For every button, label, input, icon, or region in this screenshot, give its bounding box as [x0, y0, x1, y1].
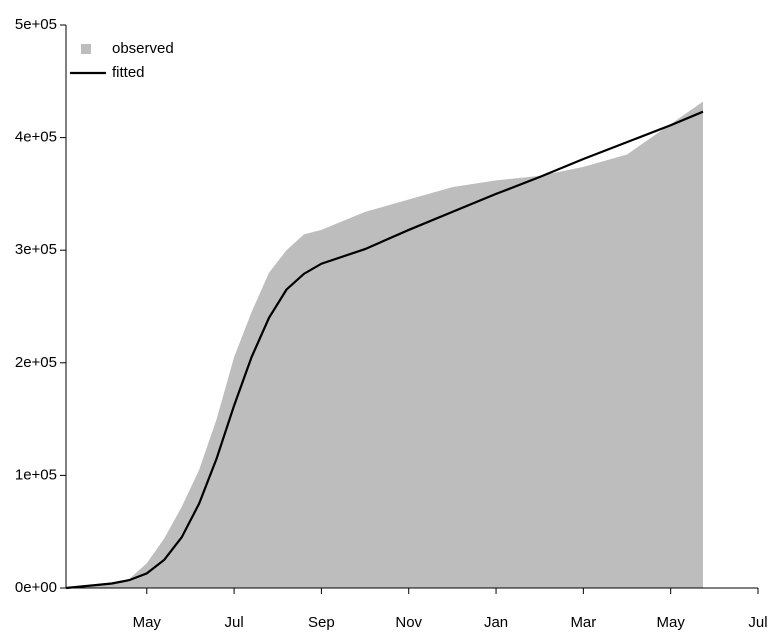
x-tick-label: Jul	[748, 614, 767, 631]
x-tick-label: May	[133, 614, 162, 631]
x-tick-label: Jul	[224, 614, 243, 631]
legend-swatch	[81, 44, 91, 54]
x-tick-label: Mar	[570, 614, 596, 631]
x-tick-label: Jan	[484, 614, 508, 631]
x-tick-label: Nov	[395, 614, 422, 631]
legend-label: observed	[112, 40, 174, 57]
x-tick-label: May	[657, 614, 686, 631]
y-tick-label: 5e+05	[15, 16, 57, 33]
observed-area	[66, 101, 703, 589]
y-tick-label: 1e+05	[15, 466, 57, 483]
fitted-line	[65, 110, 704, 590]
y-tick-label: 4e+05	[15, 129, 57, 146]
y-tick-label: 2e+05	[15, 354, 57, 371]
legend-label: fitted	[112, 64, 145, 81]
x-tick-label: Sep	[308, 614, 335, 631]
y-tick-label: 0e+00	[15, 579, 57, 596]
y-tick-label: 3e+05	[15, 241, 57, 258]
